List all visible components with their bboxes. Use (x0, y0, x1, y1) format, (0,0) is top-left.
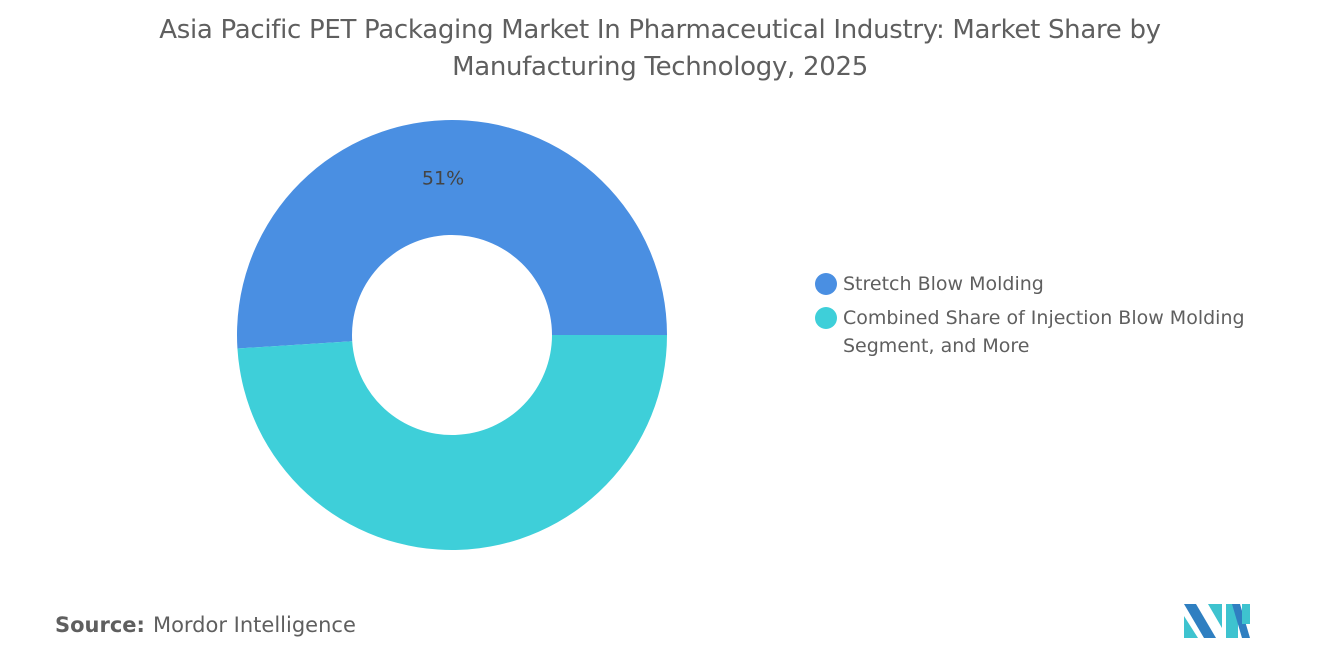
slice-2 (237, 335, 668, 551)
source-note: Source: Mordor Intelligence (55, 613, 356, 637)
slice-1 (237, 120, 668, 349)
legend-swatch (815, 307, 837, 329)
legend-label: Stretch Blow Molding (843, 273, 1044, 295)
legend-label: Combined Share of Injection Blow Molding… (843, 307, 1245, 357)
legend-item: Stretch Blow Molding (815, 270, 1295, 298)
source-value: Mordor Intelligence (152, 613, 356, 637)
legend-item: Combined Share of Injection Blow Molding… (815, 304, 1295, 360)
source-label: Source: (55, 613, 145, 637)
chart-title: Asia Pacific PET Packaging Market In Pha… (159, 15, 1161, 82)
mordor-logo (1184, 604, 1250, 638)
slice-label: 51% (422, 168, 464, 190)
legend-swatch (815, 273, 837, 295)
legend: Stretch Blow Molding Combined Share of I… (815, 270, 1295, 366)
